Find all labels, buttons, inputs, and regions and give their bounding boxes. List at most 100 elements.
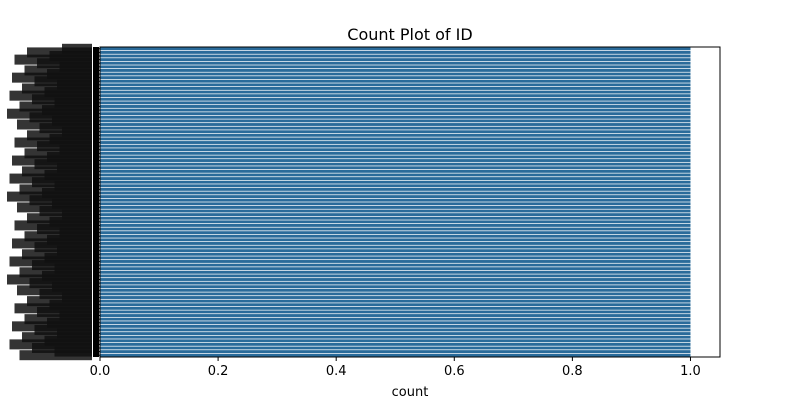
bar: [100, 105, 691, 108]
x-tick-label: 0.6: [444, 364, 465, 379]
chart-title: Count Plot of ID: [347, 25, 472, 44]
bar: [100, 148, 691, 152]
bar: [100, 285, 691, 289]
bar: [100, 65, 691, 69]
bar: [100, 296, 691, 299]
bar: [100, 173, 691, 177]
bar: [100, 256, 691, 260]
bar: [100, 180, 691, 184]
bar: [100, 97, 691, 101]
bar: [100, 115, 691, 119]
bar: [100, 159, 691, 162]
bar: [100, 191, 691, 195]
bar: [100, 209, 691, 213]
bar: [100, 130, 691, 134]
bar: [100, 288, 691, 292]
bar: [100, 339, 691, 343]
bar: [100, 198, 691, 202]
bar: [100, 249, 691, 253]
bar: [100, 144, 691, 148]
bar: [100, 278, 691, 281]
bar: [100, 187, 691, 191]
bar: [100, 177, 691, 181]
bar: [100, 119, 691, 123]
y-tick-label-overlap: [19, 350, 92, 361]
bar: [100, 54, 691, 58]
bar: [100, 155, 691, 159]
bar: [100, 79, 691, 83]
bar: [100, 353, 691, 357]
bar: [100, 317, 691, 321]
bar: [100, 47, 691, 51]
bar: [100, 184, 691, 188]
bar: [100, 238, 691, 242]
bar: [100, 281, 691, 285]
bar: [100, 223, 691, 227]
bar: [100, 299, 691, 303]
bar: [100, 274, 691, 278]
bar: [100, 61, 691, 65]
bar: [100, 328, 691, 332]
bar: [100, 292, 691, 296]
bar: [100, 260, 691, 263]
bar: [100, 166, 691, 170]
bar: [100, 220, 691, 224]
bars: [100, 47, 691, 357]
bar: [100, 101, 691, 105]
bar: [100, 112, 691, 116]
bar: [100, 342, 691, 346]
x-tick-label: 0.8: [562, 364, 583, 379]
bar: [100, 306, 691, 310]
bar: [100, 263, 691, 267]
bar: [100, 133, 691, 137]
bar: [100, 137, 691, 141]
bar: [100, 162, 691, 166]
bar: [100, 72, 691, 76]
bar: [100, 123, 691, 126]
bar: [100, 169, 691, 173]
bar: [100, 76, 691, 80]
plot-frame: [99, 46, 721, 358]
x-tick-label: 1.0: [680, 364, 701, 379]
bar: [100, 202, 691, 206]
bar: [100, 242, 691, 245]
bar: [100, 126, 691, 130]
bar: [100, 195, 691, 199]
bar: [100, 335, 691, 339]
bar: [100, 68, 691, 72]
bar: [100, 350, 691, 354]
bar: [100, 245, 691, 249]
x-tick-label: 0.2: [208, 364, 229, 379]
x-tick-label: 0.0: [90, 364, 111, 379]
bar: [100, 346, 691, 350]
bar: [100, 205, 691, 209]
bar: [100, 321, 691, 325]
bar: [100, 314, 691, 317]
bar: [100, 234, 691, 238]
y-tick-label-overlap-column: [93, 47, 99, 357]
bar: [100, 83, 691, 87]
axes-frame: [99, 46, 721, 358]
bar: [100, 252, 691, 256]
bar: [100, 108, 691, 112]
x-tick-label: 0.4: [326, 364, 347, 379]
y-tick-labels: [7, 43, 100, 361]
bar: [100, 267, 691, 271]
bar: [100, 87, 691, 90]
bar: [100, 213, 691, 217]
bar: [100, 324, 691, 328]
bar: [100, 141, 691, 144]
x-axis-label: count: [392, 385, 429, 400]
bar: [100, 332, 691, 336]
bar: [100, 227, 691, 231]
bar: [100, 90, 691, 94]
bar: [100, 231, 691, 235]
bar: [100, 58, 691, 62]
bar: [100, 270, 691, 274]
bar: [100, 303, 691, 307]
bar: [100, 151, 691, 155]
bar: [100, 50, 691, 54]
bar: [100, 310, 691, 314]
bar: [100, 94, 691, 98]
